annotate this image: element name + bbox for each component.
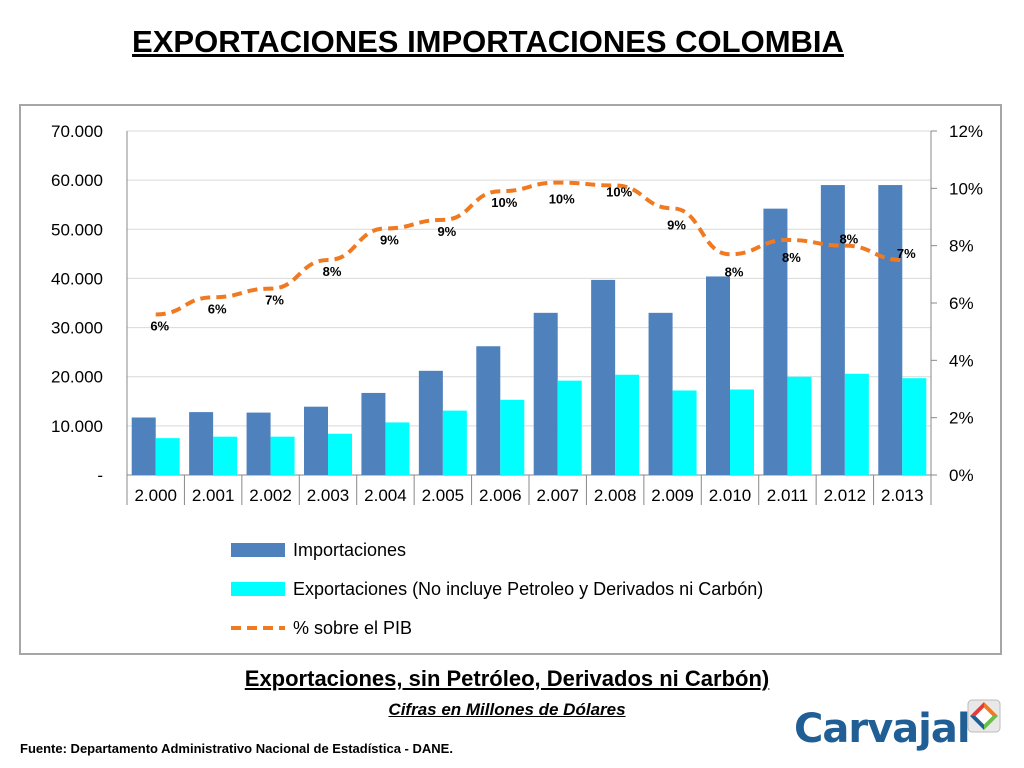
line-data-label: 9% (380, 232, 399, 247)
brand-name: Carvajal (794, 706, 971, 752)
line-data-label: 8% (839, 232, 858, 247)
line-data-label: 10% (491, 195, 517, 210)
x-tick-label: 2.001 (192, 486, 235, 505)
x-tick-label: 2.003 (307, 486, 350, 505)
line-data-label: 7% (265, 293, 284, 308)
x-tick-label: 2.000 (134, 486, 177, 505)
line-data-label: 9% (667, 217, 686, 232)
x-tick-label: 2.009 (651, 486, 694, 505)
source-note: Fuente: Departamento Administrativo Naci… (20, 741, 453, 756)
x-tick-label: 2.004 (364, 486, 407, 505)
bar-exportaciones (787, 376, 812, 475)
line-data-label: 9% (437, 224, 456, 239)
x-tick-label: 2.013 (881, 486, 924, 505)
bar-exportaciones (730, 389, 754, 475)
chart-frame: - 10.000 20.000 30.000 40.000 50.000 60.000 70.… (19, 104, 1002, 655)
line-data-label: 8% (782, 250, 801, 265)
legend-label: Importaciones (293, 540, 406, 560)
line-data-label: 10% (549, 192, 575, 207)
x-tick-label: 2.010 (709, 486, 752, 505)
legend-label: Exportaciones (No incluye Petroleo y Der… (293, 579, 763, 599)
bar-exportaciones (500, 399, 525, 475)
bar-importaciones (476, 346, 501, 475)
bar-exportaciones (615, 374, 640, 475)
bar-exportaciones (442, 410, 467, 475)
y-left-tick-label: 20.000 (51, 368, 103, 387)
bar-exportaciones (385, 422, 410, 475)
line-data-label: 8% (323, 264, 342, 279)
bar-exportaciones (213, 436, 238, 475)
bar-importaciones (706, 276, 730, 475)
x-tick-label: 2.007 (536, 486, 579, 505)
bar-importaciones (648, 312, 673, 475)
y-left-tick-label: 70.000 (51, 122, 103, 141)
x-tick-label: 2.006 (479, 486, 522, 505)
y-left-tick-label: 60.000 (51, 171, 103, 190)
y-right-tick-label: 4% (949, 351, 974, 370)
line-pib (155, 180, 903, 317)
bar-exportaciones (155, 438, 180, 475)
bar-exportaciones (844, 373, 869, 475)
y-left-tick-label: 40.000 (51, 269, 103, 288)
y-left-tick-label: 30.000 (51, 319, 103, 338)
line-data-label: 7% (897, 246, 916, 261)
bar-importaciones (878, 185, 903, 476)
bar-importaciones (820, 185, 845, 476)
bar-exportaciones (328, 433, 352, 475)
bar-exportaciones (557, 380, 582, 475)
units-note: Cifras en Millones de Dólares (388, 700, 626, 719)
x-tick-label: 2.011 (767, 486, 808, 505)
line-data-label: 8% (725, 264, 744, 279)
bar-importaciones (533, 312, 558, 475)
bar-exportaciones (672, 390, 697, 475)
y-right-tick-label: 6% (949, 294, 974, 313)
legend-label: % sobre el PIB (293, 618, 412, 638)
y-left-tick-label: 10.000 (51, 417, 103, 436)
chart-subtitle: Exportaciones, sin Petróleo, Derivados n… (244, 666, 770, 691)
bar-exportaciones (270, 436, 295, 475)
bar-importaciones (763, 208, 788, 475)
brand-mark-icon (967, 699, 1001, 733)
brand-logo: Carvajal (794, 699, 1014, 752)
y-right-tick-label: 12% (949, 122, 983, 141)
line-data-label: 6% (208, 301, 227, 316)
bar-importaciones (418, 370, 443, 475)
y-right-tick-label: 10% (949, 179, 983, 198)
y-left-tick-label: - (97, 466, 103, 485)
y-left-tick-label: 50.000 (51, 220, 103, 239)
bar-importaciones (304, 406, 328, 475)
bar-importaciones (591, 279, 616, 475)
combo-chart: - 10.000 20.000 30.000 40.000 50.000 60.000 70.… (51, 122, 983, 638)
x-tick-label: 2.005 (422, 486, 465, 505)
page-title: EXPORTACIONES IMPORTACIONES COLOMBIA (132, 24, 844, 59)
bar-exportaciones (902, 378, 927, 475)
bar-importaciones (246, 412, 271, 475)
bar-importaciones (361, 392, 386, 475)
x-tick-label: 2.008 (594, 486, 637, 505)
x-tick-label: 2.002 (249, 486, 292, 505)
bar-importaciones (131, 417, 156, 475)
y-right-tick-label: 0% (949, 466, 974, 485)
line-data-label: 6% (150, 318, 169, 333)
line-data-label: 10% (606, 184, 632, 199)
legend-swatch (231, 582, 285, 596)
y-right-tick-label: 2% (949, 409, 974, 428)
legend-swatch (231, 543, 285, 557)
bar-importaciones (189, 412, 214, 475)
x-tick-label: 2.012 (824, 486, 867, 505)
y-right-tick-label: 8% (949, 237, 974, 256)
